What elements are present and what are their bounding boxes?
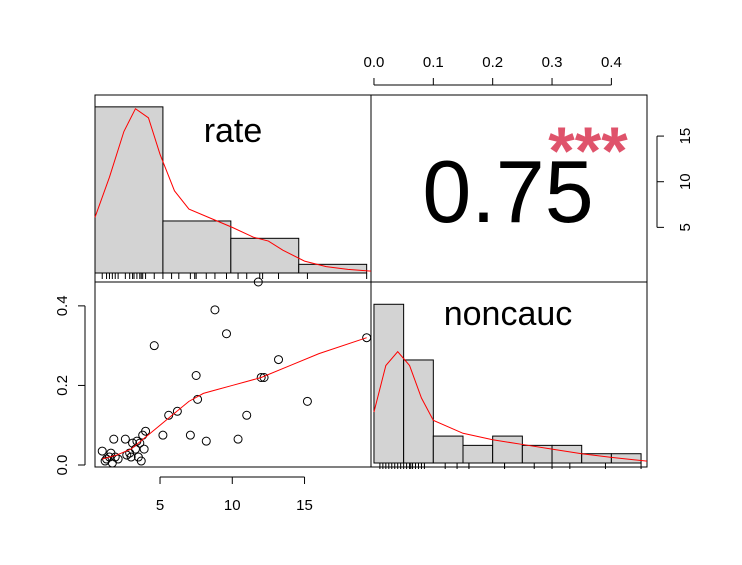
right-axis-tick-label: 15 <box>677 128 694 145</box>
scatter-point <box>172 406 182 416</box>
scatter-point <box>104 452 114 462</box>
rate-hist-bar <box>162 220 232 274</box>
rate-diagonal-label: rate <box>204 112 263 150</box>
right-axis-tick-label: 5 <box>677 223 694 231</box>
bottom-axis-tick-label: 10 <box>224 497 241 514</box>
right-axis-tick-label: 10 <box>677 173 694 190</box>
bottom-axis-tick-label: 15 <box>296 497 313 514</box>
scatter-point <box>185 430 195 440</box>
panel-frame <box>94 281 372 468</box>
scatter-point <box>136 456 146 466</box>
rate-hist-bar <box>230 237 300 274</box>
top-axis-tick-label: 0.1 <box>423 54 444 71</box>
scatter-point <box>113 454 123 464</box>
scatter-point <box>302 396 312 406</box>
scatter-point <box>233 434 243 444</box>
axes: 5 10 15 0.0 0.1 0.2 0.3 0.4 0.0 0.2 0.4 5 10 15 <box>54 54 694 514</box>
scatter-point <box>191 370 201 380</box>
scatter-point <box>128 438 138 448</box>
scatter-point <box>201 436 211 446</box>
scatter-point <box>120 434 130 444</box>
noncauc-density-curve <box>373 350 648 462</box>
left-axis-tick-label: 0.2 <box>54 375 71 396</box>
scatter-point <box>158 430 168 440</box>
noncauc-hist-bar <box>462 444 494 464</box>
top-axis-tick-label: 0.4 <box>601 54 622 71</box>
noncauc-hist-bar <box>610 453 642 464</box>
scatter-point <box>135 438 145 448</box>
noncauc-hist-bar <box>551 444 583 464</box>
scatter-point <box>139 444 149 454</box>
scatter-point <box>126 452 136 462</box>
left-axis-tick-label: 0.4 <box>54 295 71 316</box>
scatter-point <box>274 355 284 365</box>
scatter-plot <box>97 277 372 468</box>
noncauc-diagonal-label: noncauc <box>444 295 573 333</box>
scatter-point <box>242 410 252 420</box>
rate-hist-bar <box>94 106 164 274</box>
scatter-point <box>97 446 107 456</box>
left-axis-tick-label: 0.0 <box>54 455 71 476</box>
panel-frame <box>370 281 648 468</box>
scatter-point <box>256 372 266 382</box>
noncauc-histogram <box>373 303 648 469</box>
scatter-point <box>109 434 119 444</box>
top-axis-tick-label: 0.2 <box>482 54 503 71</box>
rate-histogram <box>94 106 372 279</box>
scatter-point <box>141 426 151 436</box>
noncauc-hist-bar <box>373 303 405 464</box>
bottom-axis-tick-label: 5 <box>156 497 164 514</box>
scatter-point <box>221 329 231 339</box>
significance-stars: *** <box>548 113 628 189</box>
scatter-point <box>149 341 159 351</box>
scatter-smooth-line <box>102 337 367 460</box>
top-axis-tick-label: 0.3 <box>542 54 563 71</box>
rate-hist-bar <box>298 263 368 274</box>
noncauc-hist-bar <box>432 435 464 464</box>
scatter-point <box>253 277 263 287</box>
scatter-point <box>193 394 203 404</box>
top-axis-tick-label: 0.0 <box>364 54 385 71</box>
scatter-point <box>210 305 220 315</box>
scatter-point <box>362 333 372 343</box>
panel-frames <box>94 94 648 468</box>
rate-density-curve <box>94 107 372 272</box>
correlation-value: 0.75 <box>422 142 593 241</box>
